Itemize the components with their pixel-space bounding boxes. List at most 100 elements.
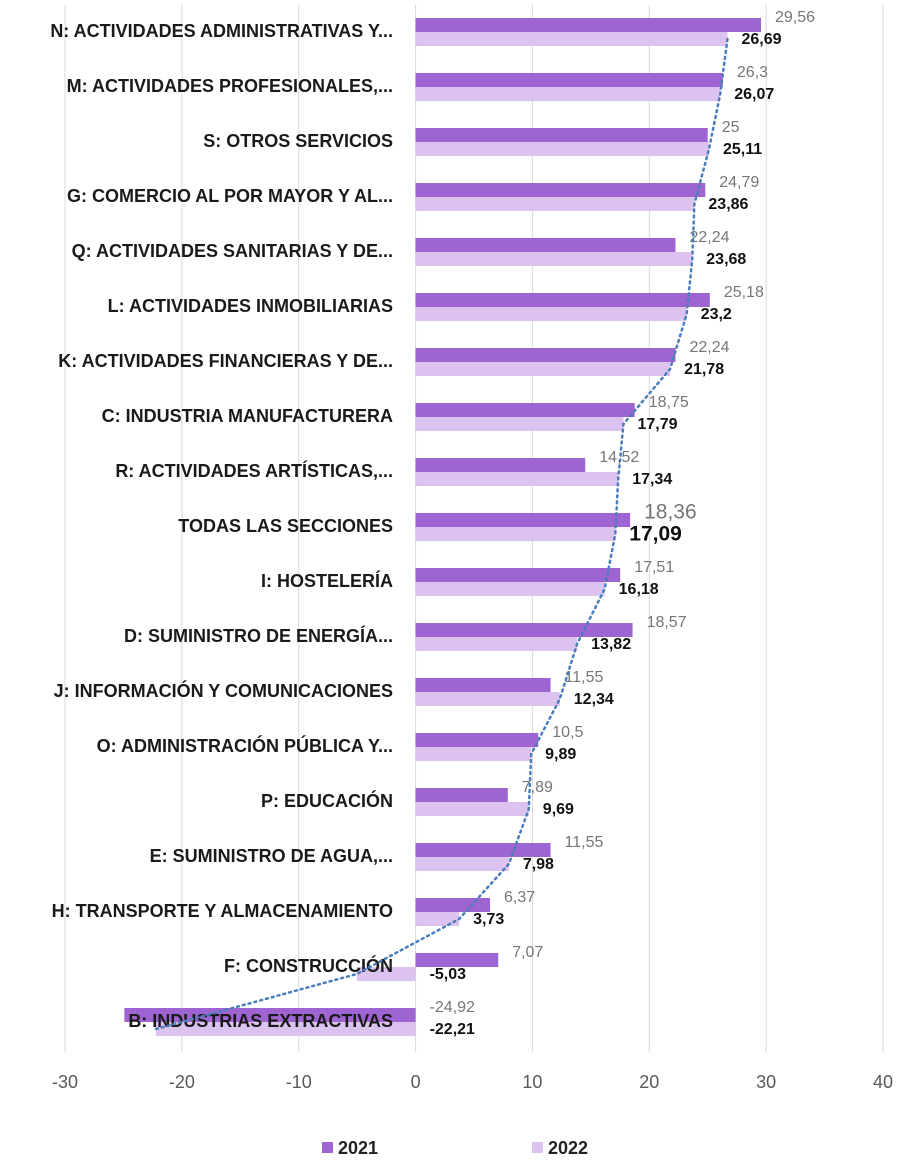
bar: [415, 678, 551, 692]
category-label: P: EDUCACIÓN: [261, 790, 393, 811]
bar: [415, 898, 491, 912]
value-label: 25,11: [723, 141, 762, 158]
bar: [415, 513, 631, 527]
bar: [415, 692, 560, 706]
x-tick-label: 10: [522, 1072, 542, 1092]
legend-label: 2021: [338, 1138, 378, 1158]
x-tick-label: 40: [873, 1072, 893, 1092]
bar: [415, 307, 687, 321]
value-label: 23,2: [701, 306, 732, 323]
legend-label: 2022: [548, 1138, 588, 1158]
bar: [415, 472, 619, 486]
bar: [415, 857, 509, 871]
bar: [415, 802, 529, 816]
value-label: -22,21: [430, 1021, 475, 1038]
value-label: 7,98: [523, 856, 554, 873]
bar: [415, 293, 710, 307]
value-label: 6,37: [504, 889, 535, 906]
bar: [415, 252, 693, 266]
value-label: 9,89: [545, 746, 576, 763]
category-label: D: SUMINISTRO DE ENERGÍA...: [124, 625, 393, 646]
value-label: 21,78: [684, 361, 724, 378]
bar: [415, 142, 709, 156]
bar: [415, 18, 762, 32]
value-label: 11,55: [565, 834, 604, 851]
category-label: G: COMERCIO AL POR MAYOR Y AL...: [67, 186, 393, 206]
value-label: 17,51: [634, 559, 674, 576]
bar: [415, 128, 708, 142]
x-tick-label: 0: [411, 1072, 421, 1092]
value-label: 3,73: [473, 911, 504, 928]
category-label: O: ADMINISTRACIÓN PÚBLICA Y...: [97, 735, 393, 756]
value-label: 14,52: [599, 449, 639, 466]
bar: [415, 32, 728, 46]
category-label: F: CONSTRUCCIÓN: [224, 955, 393, 976]
value-label: 26,3: [737, 64, 768, 81]
value-label: 23,68: [706, 251, 746, 268]
bar: [415, 788, 508, 802]
category-label: Q: ACTIVIDADES SANITARIAS Y DE...: [72, 241, 393, 261]
category-label: L: ACTIVIDADES INMOBILIARIAS: [108, 296, 393, 316]
x-tick-label: -30: [52, 1072, 78, 1092]
category-label: TODAS LAS SECCIONES: [178, 516, 393, 536]
bar: [415, 348, 676, 362]
category-label: J: INFORMACIÓN Y COMUNICACIONES: [54, 680, 393, 701]
trendline: [154, 37, 729, 1031]
bar: [415, 747, 532, 761]
bar: [415, 568, 621, 582]
legend-swatch: [532, 1142, 543, 1153]
value-label: 9,69: [543, 801, 574, 818]
bar: [356, 967, 416, 981]
bar: [415, 733, 539, 747]
category-label: E: SUMINISTRO DE AGUA,...: [150, 846, 393, 866]
bar: [415, 403, 635, 417]
value-label: 25: [722, 119, 740, 136]
category-label: R: ACTIVIDADES ARTÍSTICAS,...: [115, 460, 393, 481]
bar: [415, 527, 616, 541]
value-label: 18,57: [647, 614, 687, 631]
value-label: 17,09: [629, 523, 682, 546]
bar: [156, 1022, 416, 1036]
value-label: 24,79: [719, 174, 759, 191]
value-label: 10,5: [552, 724, 583, 741]
value-label: 18,36: [644, 501, 697, 524]
bar: [415, 953, 499, 967]
bar: [415, 417, 624, 431]
category-label: M: ACTIVIDADES PROFESIONALES,...: [67, 76, 393, 96]
category-label: C: INDUSTRIA MANUFACTURERA: [102, 406, 393, 426]
category-label: H: TRANSPORTE Y ALMACENAMIENTO: [52, 901, 393, 921]
bar: [415, 183, 706, 197]
value-label: 22,24: [689, 229, 729, 246]
bar: [415, 582, 605, 596]
x-tick-label: -20: [169, 1072, 195, 1092]
value-label: 29,56: [775, 9, 815, 26]
bar: [415, 458, 586, 472]
x-tick-label: 30: [756, 1072, 776, 1092]
category-label: S: OTROS SERVICIOS: [203, 131, 393, 151]
bar: [415, 912, 460, 926]
value-label: 23,86: [708, 196, 748, 213]
bar: [415, 73, 723, 87]
value-label: -5,03: [430, 966, 467, 983]
bar: [415, 623, 633, 637]
bar: [415, 238, 676, 252]
category-label: K: ACTIVIDADES FINANCIERAS Y DE...: [58, 351, 393, 371]
value-label: 7,89: [522, 779, 553, 796]
x-tick-label: -10: [286, 1072, 312, 1092]
bar: [415, 197, 695, 211]
value-label: 17,79: [637, 416, 677, 433]
value-label: 17,34: [632, 471, 672, 488]
value-label: 12,34: [574, 691, 614, 708]
value-label: 25,18: [724, 284, 764, 301]
value-label: 13,82: [591, 636, 631, 653]
x-tick-label: 20: [639, 1072, 659, 1092]
value-label: 22,24: [689, 339, 729, 356]
category-label: N: ACTIVIDADES ADMINISTRATIVAS Y...: [50, 21, 393, 41]
bar: [415, 843, 551, 857]
value-label: 7,07: [512, 944, 543, 961]
bar: [415, 637, 578, 651]
value-label: -24,92: [430, 999, 475, 1016]
value-label: 26,69: [741, 31, 781, 48]
value-label: 26,07: [734, 86, 774, 103]
